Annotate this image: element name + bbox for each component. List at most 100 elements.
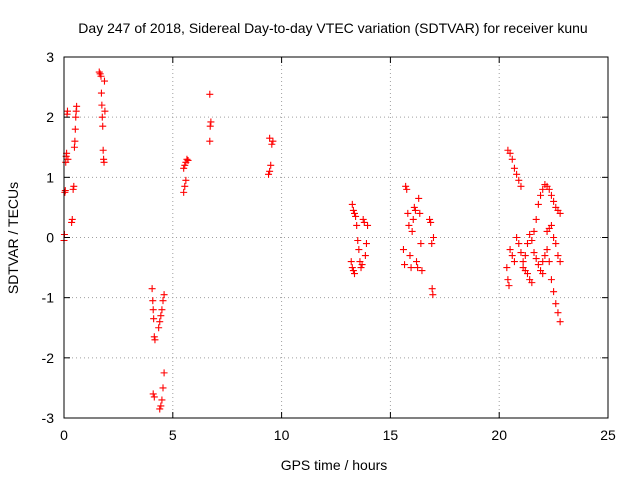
data-point (206, 90, 214, 98)
y-tick-label: 1 (46, 169, 54, 185)
data-point (521, 252, 529, 260)
data-point (508, 252, 516, 260)
data-point (550, 197, 558, 205)
data-point (61, 187, 69, 195)
x-tick-label: 15 (383, 427, 399, 443)
data-point (149, 306, 157, 314)
data-point (523, 240, 531, 248)
data-point (399, 246, 407, 254)
x-tick-label: 0 (60, 427, 68, 443)
data-point (183, 155, 191, 163)
data-point (550, 234, 558, 241)
data-point (266, 134, 274, 142)
data-point (552, 240, 560, 248)
data-point (556, 258, 564, 266)
data-point (354, 237, 362, 245)
data-point (151, 336, 159, 344)
data-point (68, 218, 76, 226)
data-point (517, 249, 525, 257)
data-point (508, 155, 516, 163)
data-point (160, 369, 168, 377)
data-point (360, 218, 368, 226)
data-point (181, 161, 189, 169)
data-points (60, 68, 564, 413)
y-tick-label: 2 (46, 109, 54, 125)
data-point (159, 297, 167, 305)
data-point (513, 234, 521, 241)
data-point (181, 182, 189, 190)
data-point (532, 215, 540, 223)
data-point (265, 170, 273, 178)
data-point (414, 264, 422, 272)
data-point (539, 185, 547, 193)
data-point (69, 185, 77, 193)
y-tick-label: -3 (42, 410, 55, 426)
data-point (416, 209, 424, 217)
y-tick-label: -2 (42, 350, 55, 366)
data-point (156, 318, 164, 326)
data-point (64, 155, 72, 163)
data-point (266, 167, 274, 175)
data-point (355, 246, 363, 254)
x-tick-label: 25 (600, 427, 616, 443)
data-point (206, 137, 214, 145)
data-point (554, 252, 562, 260)
data-point (401, 261, 409, 269)
data-point (530, 249, 538, 257)
grid-lines (64, 57, 608, 418)
data-point (406, 252, 414, 260)
x-tick-label: 20 (491, 427, 507, 443)
data-point (428, 285, 436, 293)
data-point (510, 258, 518, 266)
data-point (97, 89, 105, 97)
data-point (73, 102, 81, 110)
data-point (519, 258, 527, 266)
data-point (429, 234, 437, 241)
data-point (267, 161, 275, 169)
data-point (545, 258, 553, 266)
data-point (348, 264, 356, 272)
data-point (98, 101, 106, 109)
data-point (184, 156, 192, 164)
data-point (71, 137, 79, 145)
data-point (410, 203, 418, 211)
data-point (70, 143, 78, 151)
data-point (70, 182, 78, 190)
data-point (409, 215, 417, 223)
data-point (528, 237, 536, 245)
data-point (528, 279, 536, 287)
data-point (150, 393, 158, 401)
data-point (156, 405, 164, 413)
data-point (537, 191, 545, 199)
data-point (417, 240, 425, 248)
data-point (150, 333, 158, 341)
data-point (155, 324, 163, 332)
data-point (357, 264, 365, 272)
data-point (547, 221, 555, 229)
data-point (523, 270, 531, 278)
data-point (269, 137, 277, 145)
x-tick-label: 5 (169, 427, 177, 443)
data-point (207, 118, 215, 126)
data-point (159, 384, 167, 392)
data-point (364, 221, 372, 229)
data-point (426, 215, 434, 223)
data-point (506, 149, 514, 157)
data-point (506, 246, 514, 254)
data-point (347, 258, 355, 266)
data-point (405, 221, 413, 229)
data-point (515, 176, 523, 184)
x-tick-label: 10 (274, 427, 290, 443)
data-point (404, 209, 412, 217)
data-point (547, 276, 555, 284)
data-point (157, 402, 165, 410)
data-point (534, 261, 542, 269)
data-point (348, 200, 356, 208)
data-point (515, 240, 523, 248)
data-point (503, 264, 511, 272)
data-point (505, 282, 513, 290)
data-point (182, 176, 190, 184)
data-point (361, 252, 369, 260)
y-axis-label: SDTVAR / TECUs (5, 182, 21, 294)
